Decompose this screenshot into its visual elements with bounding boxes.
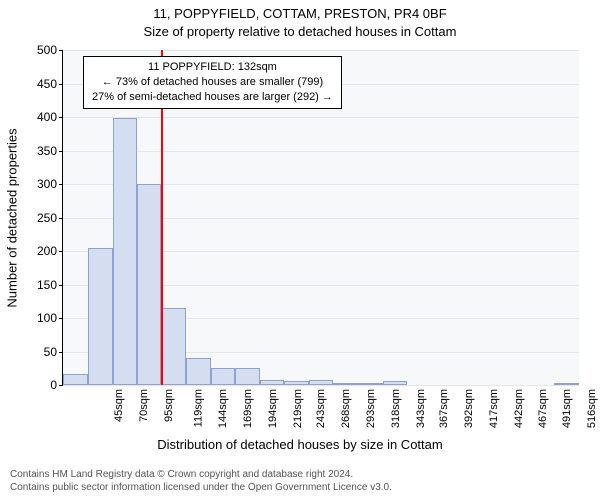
y-tick-label: 150	[37, 278, 57, 292]
y-tick-label: 0	[50, 378, 57, 392]
footer-line-2: Contains public sector information licen…	[10, 481, 392, 494]
histogram-bar	[88, 248, 113, 385]
y-tick-mark	[59, 251, 63, 252]
x-tick-label: 442sqm	[513, 389, 525, 428]
y-tick-label: 450	[37, 77, 57, 91]
gridline	[63, 151, 579, 152]
y-tick-label: 250	[37, 211, 57, 225]
x-tick-label: 70sqm	[138, 389, 150, 422]
y-tick-mark	[59, 84, 63, 85]
y-tick-mark	[59, 218, 63, 219]
gridline	[63, 50, 579, 51]
x-tick-label: 417sqm	[488, 389, 500, 428]
histogram-bar	[113, 118, 138, 385]
footer-line-1: Contains HM Land Registry data © Crown c…	[10, 468, 392, 481]
histogram-bar	[235, 368, 260, 385]
y-tick-mark	[59, 285, 63, 286]
plot-area: 05010015020025030035040045050045sqm70sqm…	[62, 50, 579, 386]
y-tick-mark	[59, 352, 63, 353]
histogram-bar	[186, 358, 211, 385]
x-tick-label: 491sqm	[561, 389, 573, 428]
y-tick-label: 200	[37, 244, 57, 258]
y-tick-label: 50	[44, 345, 57, 359]
y-tick-label: 350	[37, 144, 57, 158]
y-tick-mark	[59, 318, 63, 319]
x-tick-label: 467sqm	[537, 389, 549, 428]
histogram-bar	[358, 383, 383, 385]
histogram-bar	[333, 383, 358, 385]
x-tick-label: 367sqm	[438, 389, 450, 428]
y-tick-label: 500	[37, 43, 57, 57]
histogram-bar	[383, 381, 407, 385]
histogram-bar	[260, 380, 284, 385]
x-tick-label: 343sqm	[415, 389, 427, 428]
y-tick-mark	[59, 184, 63, 185]
histogram-bar	[284, 381, 309, 385]
x-tick-label: 194sqm	[267, 389, 279, 428]
annotation-line: 27% of semi-detached houses are larger (…	[92, 90, 333, 105]
histogram-bar	[161, 308, 186, 385]
histogram-bar	[211, 368, 236, 385]
chart-subtitle: Size of property relative to detached ho…	[0, 24, 600, 39]
x-tick-label: 169sqm	[242, 389, 254, 428]
gridline	[63, 117, 579, 118]
y-tick-label: 300	[37, 177, 57, 191]
chart-footer: Contains HM Land Registry data © Crown c…	[10, 468, 392, 494]
annotation-line: ← 73% of detached houses are smaller (79…	[92, 75, 333, 90]
x-tick-label: 293sqm	[365, 389, 377, 428]
chart-container: 11, POPPYFIELD, COTTAM, PRESTON, PR4 0BF…	[0, 0, 600, 500]
y-tick-label: 400	[37, 110, 57, 124]
histogram-bar	[554, 383, 579, 385]
x-axis-label: Distribution of detached houses by size …	[0, 437, 600, 452]
histogram-bar	[63, 374, 88, 385]
x-tick-label: 95sqm	[163, 389, 175, 422]
x-tick-label: 268sqm	[340, 389, 352, 428]
y-tick-mark	[59, 151, 63, 152]
chart-title: 11, POPPYFIELD, COTTAM, PRESTON, PR4 0BF	[0, 6, 600, 21]
annotation-line: 11 POPPYFIELD: 132sqm	[92, 60, 333, 75]
x-tick-label: 45sqm	[113, 389, 125, 422]
histogram-bar	[137, 184, 161, 385]
x-tick-label: 243sqm	[316, 389, 328, 428]
y-tick-label: 100	[37, 311, 57, 325]
y-tick-mark	[59, 50, 63, 51]
x-tick-label: 516sqm	[586, 389, 598, 428]
y-tick-mark	[59, 385, 63, 386]
x-tick-label: 318sqm	[390, 389, 402, 428]
x-tick-label: 119sqm	[192, 389, 204, 427]
y-tick-mark	[59, 117, 63, 118]
x-tick-label: 144sqm	[218, 389, 230, 428]
gridline	[63, 385, 579, 386]
annotation-box: 11 POPPYFIELD: 132sqm← 73% of detached h…	[83, 56, 342, 109]
histogram-bar	[309, 380, 334, 385]
y-axis-label: Number of detached properties	[5, 128, 20, 307]
x-tick-label: 219sqm	[292, 389, 304, 428]
x-tick-label: 392sqm	[463, 389, 475, 428]
